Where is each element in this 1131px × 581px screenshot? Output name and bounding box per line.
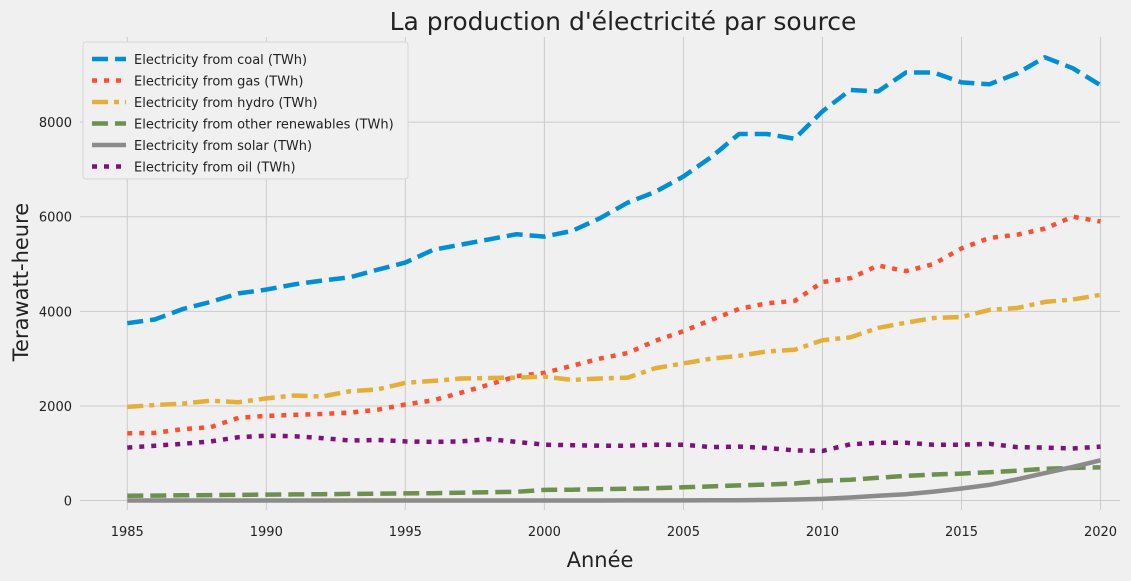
x-tick-label: 2015 bbox=[945, 525, 978, 540]
legend-label-3: Electricity from other renewables (TWh) bbox=[134, 118, 394, 133]
y-tick-label: 2000 bbox=[39, 400, 72, 415]
x-tick-label: 2000 bbox=[528, 525, 561, 540]
legend-box bbox=[82, 41, 409, 180]
y-tick-label: 6000 bbox=[39, 211, 72, 226]
y-axis-label: Terawatt-heure bbox=[9, 203, 33, 362]
y-tick-labels: 0 2000 4000 6000 8000 bbox=[39, 116, 72, 509]
x-tick-label: 2005 bbox=[667, 525, 700, 540]
y-tick-label: 8000 bbox=[39, 116, 72, 131]
y-tick-label: 0 bbox=[64, 495, 72, 510]
x-tick-label: 1985 bbox=[111, 525, 144, 540]
x-tick-label: 1990 bbox=[250, 525, 283, 540]
x-tick-label: 2010 bbox=[806, 525, 839, 540]
x-tick-label: 2020 bbox=[1084, 525, 1117, 540]
legend: Electricity from coal (TWh) Electricity f… bbox=[82, 41, 409, 180]
x-tick-label: 1995 bbox=[389, 525, 422, 540]
series-layer bbox=[126, 55, 1102, 503]
y-tick-label: 4000 bbox=[39, 305, 72, 320]
legend-label-1: Electricity from gas (TWh) bbox=[134, 75, 303, 90]
chart-title: La production d'électricité par source bbox=[390, 7, 857, 36]
legend-label-0: Electricity from coal (TWh) bbox=[134, 53, 307, 68]
series-line-4 bbox=[127, 458, 1102, 503]
legend-label-2: Electricity from hydro (TWh) bbox=[134, 96, 318, 111]
x-axis-label: Année bbox=[567, 548, 634, 572]
legend-label-5: Electricity from oil (TWh) bbox=[134, 161, 296, 176]
series-line-3 bbox=[127, 465, 1101, 499]
x-tick-labels: 1985 1990 1995 2000 2005 2010 2015 2020 bbox=[111, 525, 1117, 540]
series-line-0 bbox=[126, 55, 1102, 326]
series-line-1 bbox=[127, 214, 1101, 436]
legend-label-4: Electricity from solar (TWh) bbox=[134, 139, 312, 154]
